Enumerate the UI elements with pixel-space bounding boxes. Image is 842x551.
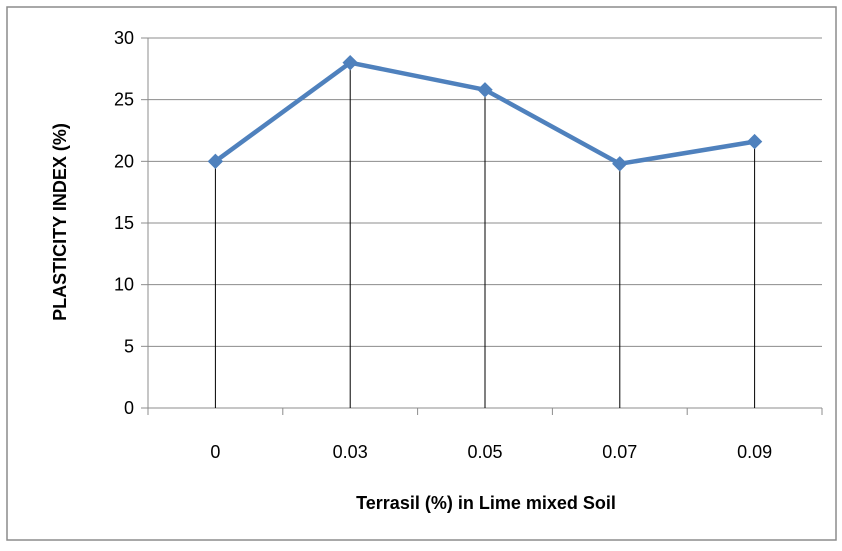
- y-tick-label: 20: [114, 151, 134, 171]
- tick-labels: 0 5 10 15 20 25 30 0 0.03 0.05 0.07 0.09: [114, 28, 772, 462]
- data-point-marker: [477, 82, 493, 98]
- x-tick-label: 0.09: [737, 442, 772, 462]
- x-tick-label: 0.05: [467, 442, 502, 462]
- drop-lines: [214, 62, 756, 408]
- y-axis-title: PLASTICITY INDEX (%): [50, 123, 70, 321]
- x-axis-title: Terrasil (%) in Lime mixed Soil: [356, 493, 616, 513]
- y-tick-label: 5: [124, 336, 134, 356]
- x-tick-label: 0.03: [333, 442, 368, 462]
- y-tick-label: 25: [114, 90, 134, 110]
- data-point-marker: [612, 156, 628, 172]
- chart-border: [6, 6, 837, 541]
- series: [207, 54, 763, 172]
- data-point-marker: [342, 54, 358, 71]
- y-tick-label: 10: [114, 275, 134, 295]
- y-tick-label: 30: [114, 28, 134, 48]
- data-point-marker: [746, 133, 763, 150]
- y-tick-label: 0: [124, 398, 134, 418]
- data-point-marker: [207, 153, 224, 170]
- y-tick-label: 15: [114, 213, 134, 233]
- x-tick-label: 0: [210, 442, 220, 462]
- x-tick-label: 0.07: [602, 442, 637, 462]
